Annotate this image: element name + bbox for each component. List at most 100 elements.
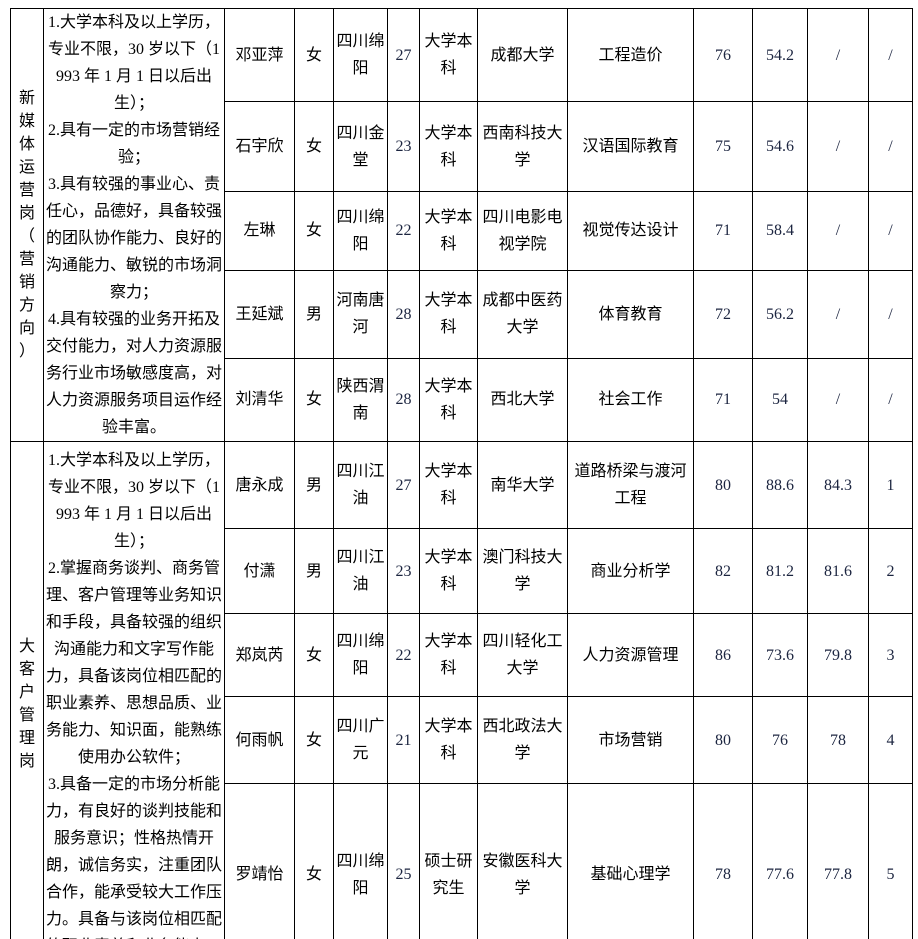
cell-university: 四川电影电视学院 — [477, 190, 568, 271]
cell-major: 工程造价 — [567, 7, 694, 103]
cell-university: 成都大学 — [477, 7, 568, 103]
cell-gender: 女 — [294, 7, 334, 103]
position-label: 新媒体运营岗（营销方向） — [18, 90, 35, 360]
candidates-table: 新媒体运营岗（营销方向） 1.大学本科及以上学历，专业不限，30 岁以下（199… — [10, 7, 913, 939]
cell-gender: 男 — [294, 441, 334, 529]
table-row: 王延斌 男 河南唐河 28 大学本科 成都中医药大学 体育教育 72 56.2 … — [11, 269, 913, 359]
cell-score-1: 71 — [693, 357, 753, 443]
cell-rank: 3 — [868, 613, 913, 697]
cell-rank: / — [868, 357, 913, 443]
cell-name: 刘清华 — [224, 357, 295, 443]
cell-score-3: / — [807, 357, 869, 443]
table-row: 大客户管理岗 1.大学本科及以上学历，专业不限，30 岁以下（1993 年 1 … — [10, 441, 913, 939]
cell-gender: 女 — [294, 190, 334, 271]
cell-major: 汉语国际教育 — [567, 101, 694, 192]
cell-score-3: / — [807, 190, 869, 271]
cell-university: 四川轻化工大学 — [477, 613, 568, 697]
position-label: 大客户管理岗 — [18, 637, 35, 770]
cell-name: 左琳 — [224, 190, 295, 271]
cell-university: 南华大学 — [477, 441, 568, 529]
cell-score-1: 75 — [693, 101, 753, 192]
cell-score-1: 76 — [693, 7, 753, 103]
cell-name: 郑岚芮 — [224, 613, 295, 697]
table-row: 罗靖怡 女 四川绵阳 25 硕士研究生 安徽医科大学 基础心理学 78 77.6… — [11, 783, 913, 939]
cell-origin: 四川金堂 — [333, 101, 388, 192]
cell-major: 商业分析学 — [567, 528, 694, 614]
cell-rank: 1 — [868, 441, 913, 529]
cell-score-3: / — [807, 269, 869, 359]
cell-gender: 女 — [294, 783, 334, 939]
table-row: 何雨帆 女 四川广元 21 大学本科 西北政法大学 市场营销 80 76 78 … — [11, 696, 913, 784]
cell-score-1: 72 — [693, 269, 753, 359]
cell-score-1: 86 — [693, 613, 753, 697]
table-row: 左琳 女 四川绵阳 22 大学本科 四川电影电视学院 视觉传达设计 71 58.… — [11, 190, 913, 271]
cell-university: 西北政法大学 — [477, 696, 568, 784]
cell-university: 西南科技大学 — [477, 101, 568, 192]
cell-score-3: 77.8 — [807, 783, 869, 939]
cell-name: 邓亚萍 — [224, 7, 295, 103]
cell-education: 大学本科 — [419, 528, 478, 614]
cell-major: 视觉传达设计 — [567, 190, 694, 271]
cell-major: 体育教育 — [567, 269, 694, 359]
cell-major: 社会工作 — [567, 357, 694, 443]
table-row: 新媒体运营岗（营销方向） 1.大学本科及以上学历，专业不限，30 岁以下（199… — [10, 7, 913, 442]
cell-origin: 四川江油 — [333, 441, 388, 529]
cell-gender: 女 — [294, 101, 334, 192]
cell-gender: 女 — [294, 613, 334, 697]
position-label-cell: 新媒体运营岗（营销方向） — [10, 8, 44, 442]
cell-university: 安徽医科大学 — [477, 783, 568, 939]
cell-score-3: 79.8 — [807, 613, 869, 697]
cell-score-1: 82 — [693, 528, 753, 614]
cell-score-1: 80 — [693, 696, 753, 784]
cell-age: 28 — [387, 269, 420, 359]
cell-major: 道路桥梁与渡河工程 — [567, 441, 694, 529]
cell-score-2: 81.2 — [752, 528, 808, 614]
cell-rank: 2 — [868, 528, 913, 614]
cell-age: 23 — [387, 528, 420, 614]
cell-score-1: 80 — [693, 441, 753, 529]
cell-rank: / — [868, 101, 913, 192]
cell-education: 大学本科 — [419, 441, 478, 529]
cell-origin: 四川广元 — [333, 696, 388, 784]
cell-name: 罗靖怡 — [224, 783, 295, 939]
cell-age: 25 — [387, 783, 420, 939]
cell-score-2: 58.4 — [752, 190, 808, 271]
cell-rank: / — [868, 190, 913, 271]
cell-education: 大学本科 — [419, 613, 478, 697]
table-row: 石宇欣 女 四川金堂 23 大学本科 西南科技大学 汉语国际教育 75 54.6… — [11, 101, 913, 192]
cell-name: 唐永成 — [224, 441, 295, 529]
position-label-cell: 大客户管理岗 — [10, 441, 44, 939]
cell-gender: 男 — [294, 528, 334, 614]
cell-age: 23 — [387, 101, 420, 192]
table-row: 刘清华 女 陕西渭南 28 大学本科 西北大学 社会工作 71 54 / / — [11, 357, 913, 443]
cell-name: 王延斌 — [224, 269, 295, 359]
cell-score-3: 84.3 — [807, 441, 869, 529]
cell-rank: / — [868, 269, 913, 359]
table-row: 郑岚芮 女 四川绵阳 22 大学本科 四川轻化工大学 人力资源管理 86 73.… — [11, 613, 913, 697]
cell-education: 大学本科 — [419, 7, 478, 103]
cell-major: 市场营销 — [567, 696, 694, 784]
cell-age: 27 — [387, 7, 420, 103]
cell-origin: 河南唐河 — [333, 269, 388, 359]
cell-score-3: 78 — [807, 696, 869, 784]
cell-score-2: 76 — [752, 696, 808, 784]
cell-score-1: 71 — [693, 190, 753, 271]
cell-score-3: 81.6 — [807, 528, 869, 614]
cell-score-1: 78 — [693, 783, 753, 939]
cell-gender: 女 — [294, 357, 334, 443]
cell-name: 石宇欣 — [224, 101, 295, 192]
cell-university: 成都中医药大学 — [477, 269, 568, 359]
cell-name: 何雨帆 — [224, 696, 295, 784]
cell-rank: 5 — [868, 783, 913, 939]
cell-major: 基础心理学 — [567, 783, 694, 939]
cell-education: 硕士研究生 — [419, 783, 478, 939]
cell-university: 西北大学 — [477, 357, 568, 443]
cell-university: 澳门科技大学 — [477, 528, 568, 614]
requirements-cell: 1.大学本科及以上学历，专业不限，30 岁以下（1993 年 1 月 1 日以后… — [43, 441, 225, 939]
cell-education: 大学本科 — [419, 696, 478, 784]
cell-rank: / — [868, 7, 913, 103]
requirements-text: 1.大学本科及以上学历，专业不限，30 岁以下（1993 年 1 月 1 日以后… — [46, 14, 223, 436]
cell-score-2: 54.2 — [752, 7, 808, 103]
requirements-text: 1.大学本科及以上学历，专业不限，30 岁以下（1993 年 1 月 1 日以后… — [46, 452, 223, 939]
cell-score-2: 54 — [752, 357, 808, 443]
